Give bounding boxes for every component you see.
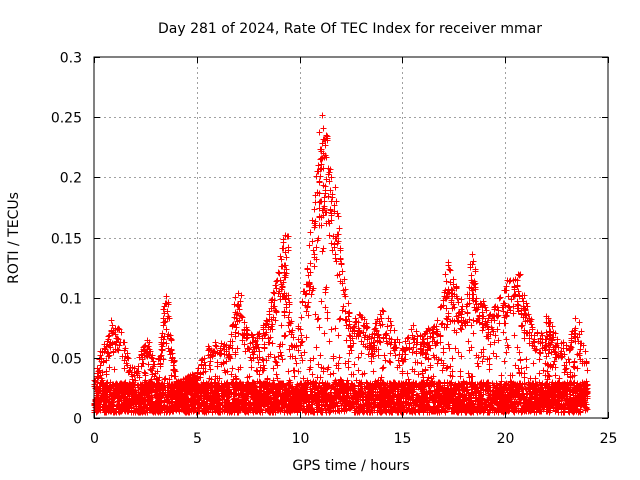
x-axis-label: GPS time / hours	[292, 458, 409, 474]
y-tick-labels: 0 0.05 0.1 0.15 0.2 0.25 0.3	[51, 51, 82, 428]
plot-frame	[93, 56, 609, 419]
x-tick-label: 20	[497, 431, 515, 447]
y-tick-label: 0.15	[51, 232, 82, 248]
y-tick-label: 0	[73, 412, 82, 428]
x-tick-label: 25	[600, 431, 618, 447]
y-tick-label: 0.05	[51, 352, 82, 368]
y-tick-label: 0.2	[60, 171, 82, 187]
y-tick-label: 0.1	[60, 292, 82, 308]
x-tick-label: 10	[292, 431, 310, 447]
y-tick-label: 0.3	[60, 51, 82, 67]
chart-title: Day 281 of 2024, Rate Of TEC Index for r…	[158, 21, 542, 37]
y-axis-label: ROTI / TECUs	[6, 192, 22, 284]
data-points	[91, 112, 591, 416]
x-tick-labels: 0 5 10 15 20 25	[90, 431, 617, 447]
x-tick-label: 15	[394, 431, 412, 447]
y-tick-label: 0.25	[51, 111, 82, 127]
x-tick-label: 0	[90, 431, 99, 447]
grid-lines	[94, 57, 608, 418]
axis-ticks	[94, 57, 609, 419]
x-tick-label: 5	[193, 431, 202, 447]
scatter-points	[91, 112, 591, 416]
